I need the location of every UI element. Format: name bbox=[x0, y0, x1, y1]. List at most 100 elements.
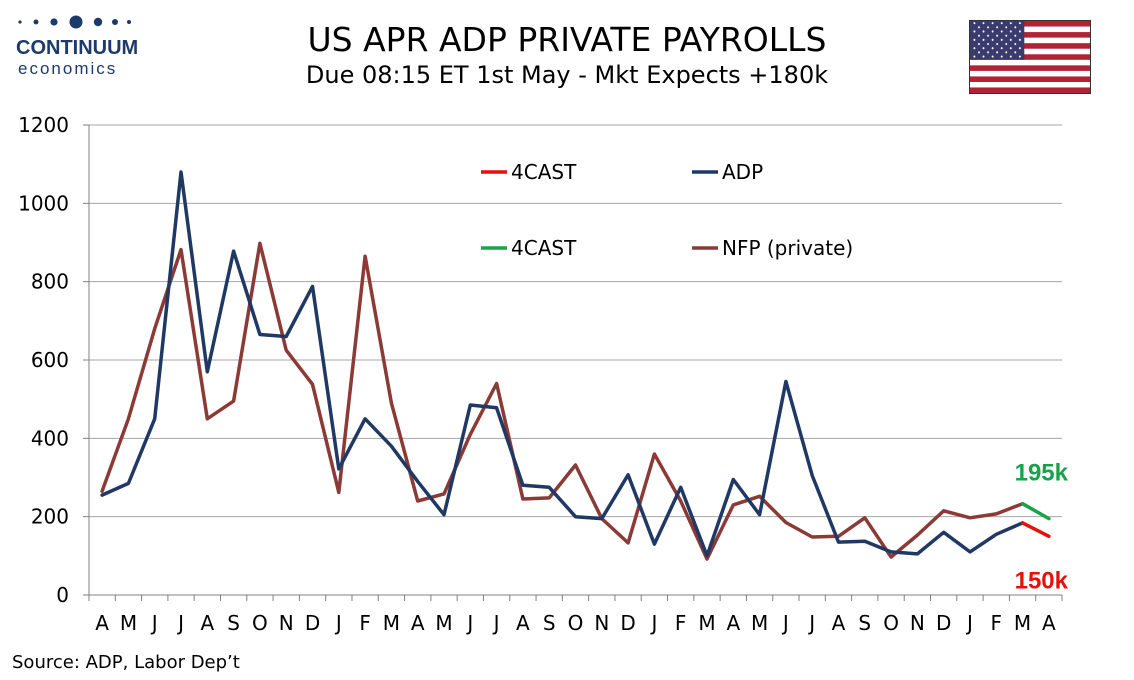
flag-star bbox=[1005, 51, 1008, 54]
x-tick-label: N bbox=[910, 611, 925, 635]
flag-star bbox=[987, 26, 990, 29]
x-tick-label: F bbox=[359, 611, 371, 635]
x-tick-label: S bbox=[858, 611, 871, 635]
x-tick-label: N bbox=[279, 611, 294, 635]
flag-star bbox=[1014, 34, 1017, 37]
flag-star bbox=[1014, 51, 1017, 54]
x-tick-label: S bbox=[543, 611, 556, 635]
x-tick-label: O bbox=[252, 611, 268, 635]
flag-star bbox=[978, 26, 980, 29]
x-tick-label: F bbox=[990, 611, 1002, 635]
x-tick-label: A bbox=[1042, 611, 1056, 635]
flag-star bbox=[982, 55, 985, 58]
flag-star bbox=[973, 47, 976, 50]
flag-star bbox=[982, 38, 985, 41]
x-tick-label: J bbox=[334, 611, 342, 635]
legend-label: NFP (private) bbox=[722, 236, 853, 260]
y-tick-label: 200 bbox=[31, 505, 69, 529]
flag-star bbox=[1014, 42, 1017, 46]
flag-star bbox=[1000, 38, 1003, 41]
logo-brand: CONTINUUM bbox=[16, 37, 139, 59]
x-tick-label: A bbox=[516, 611, 530, 635]
x-tick-label: J bbox=[649, 611, 657, 635]
flag-star bbox=[1000, 30, 1003, 33]
x-tick-label: D bbox=[936, 611, 951, 635]
flag-star bbox=[1005, 42, 1008, 46]
flag-star bbox=[1009, 47, 1012, 50]
flag-star bbox=[1018, 22, 1021, 25]
flag-star bbox=[973, 55, 976, 58]
x-tick-label: A bbox=[95, 611, 109, 635]
x-tick-label: D bbox=[305, 611, 320, 635]
us-flag-icon bbox=[969, 20, 1091, 94]
x-tick-label: M bbox=[1014, 611, 1031, 635]
x-tick-label: O bbox=[568, 611, 584, 635]
flag-star bbox=[982, 22, 985, 25]
x-tick-label: J bbox=[176, 611, 184, 635]
flag-star bbox=[996, 42, 999, 46]
flag-star bbox=[1000, 55, 1003, 58]
series-line-forecast_adp bbox=[1020, 521, 1051, 539]
logo: CONTINUUM economics bbox=[14, 14, 144, 78]
flag-star bbox=[1014, 26, 1017, 29]
x-tick-label: M bbox=[383, 611, 400, 635]
logo-tagline: economics bbox=[18, 59, 118, 78]
y-tick-label: 0 bbox=[56, 583, 69, 607]
x-tick-label: M bbox=[435, 611, 452, 635]
flag-star bbox=[991, 22, 994, 25]
y-tick-label: 400 bbox=[31, 426, 69, 450]
flag-star bbox=[973, 22, 976, 25]
flag-star bbox=[978, 34, 980, 37]
x-tick-label: M bbox=[698, 611, 715, 635]
x-tick-label: J bbox=[150, 611, 158, 635]
y-tick-label: 1000 bbox=[18, 191, 69, 215]
flag-star bbox=[973, 30, 976, 33]
series-line-forecast_nfp bbox=[1020, 501, 1051, 521]
x-tick-label: J bbox=[781, 611, 789, 635]
legend-label: 4CAST bbox=[511, 160, 577, 184]
flag-star bbox=[991, 55, 994, 58]
chart-subtitle: Due 08:15 ET 1st May - Mkt Expects +180k bbox=[305, 61, 829, 89]
forecast-annotation: 195k bbox=[1015, 460, 1069, 487]
chart-title: US APR ADP PRIVATE PAYROLLS bbox=[307, 20, 827, 59]
x-tick-label: N bbox=[594, 611, 609, 635]
flag-star bbox=[991, 47, 994, 50]
flag-star bbox=[996, 26, 999, 29]
x-tick-label: M bbox=[120, 611, 137, 635]
x-tick-label: M bbox=[751, 611, 768, 635]
logo-dots-icon bbox=[18, 15, 131, 29]
x-tick-label: A bbox=[200, 611, 214, 635]
x-tick-label: J bbox=[807, 611, 815, 635]
flag-star bbox=[1000, 47, 1003, 50]
x-tick-label: F bbox=[675, 611, 687, 635]
legend-label: ADP bbox=[722, 160, 763, 184]
flag-star bbox=[973, 38, 976, 41]
series-line-adp bbox=[100, 170, 1025, 558]
flag-star bbox=[987, 51, 990, 54]
flag-star bbox=[1009, 38, 1012, 41]
flag-star bbox=[1018, 55, 1021, 58]
x-tick-label: A bbox=[726, 611, 740, 635]
flag-star bbox=[978, 51, 980, 54]
flag-star bbox=[1018, 38, 1021, 41]
x-tick-label: O bbox=[883, 611, 899, 635]
flag-star bbox=[1018, 47, 1021, 50]
x-tick-label: D bbox=[620, 611, 635, 635]
legend-label: 4CAST bbox=[511, 236, 577, 260]
x-tick-label: J bbox=[965, 611, 973, 635]
flag-star bbox=[991, 30, 994, 33]
flag-star bbox=[987, 34, 990, 37]
flag-star bbox=[1000, 22, 1003, 25]
x-tick-label: A bbox=[411, 611, 425, 635]
flag-star bbox=[982, 30, 985, 33]
flag-star bbox=[1009, 55, 1012, 58]
flag-star bbox=[1009, 30, 1012, 33]
y-tick-label: 600 bbox=[31, 348, 69, 372]
x-tick-label: J bbox=[465, 611, 473, 635]
source-note: Source: ADP, Labor Dep’t bbox=[12, 652, 240, 673]
y-tick-label: 800 bbox=[31, 270, 69, 294]
x-tick-label: S bbox=[227, 611, 240, 635]
flag-star bbox=[1009, 22, 1012, 25]
flag-star bbox=[982, 47, 985, 50]
flag-star bbox=[978, 42, 980, 46]
